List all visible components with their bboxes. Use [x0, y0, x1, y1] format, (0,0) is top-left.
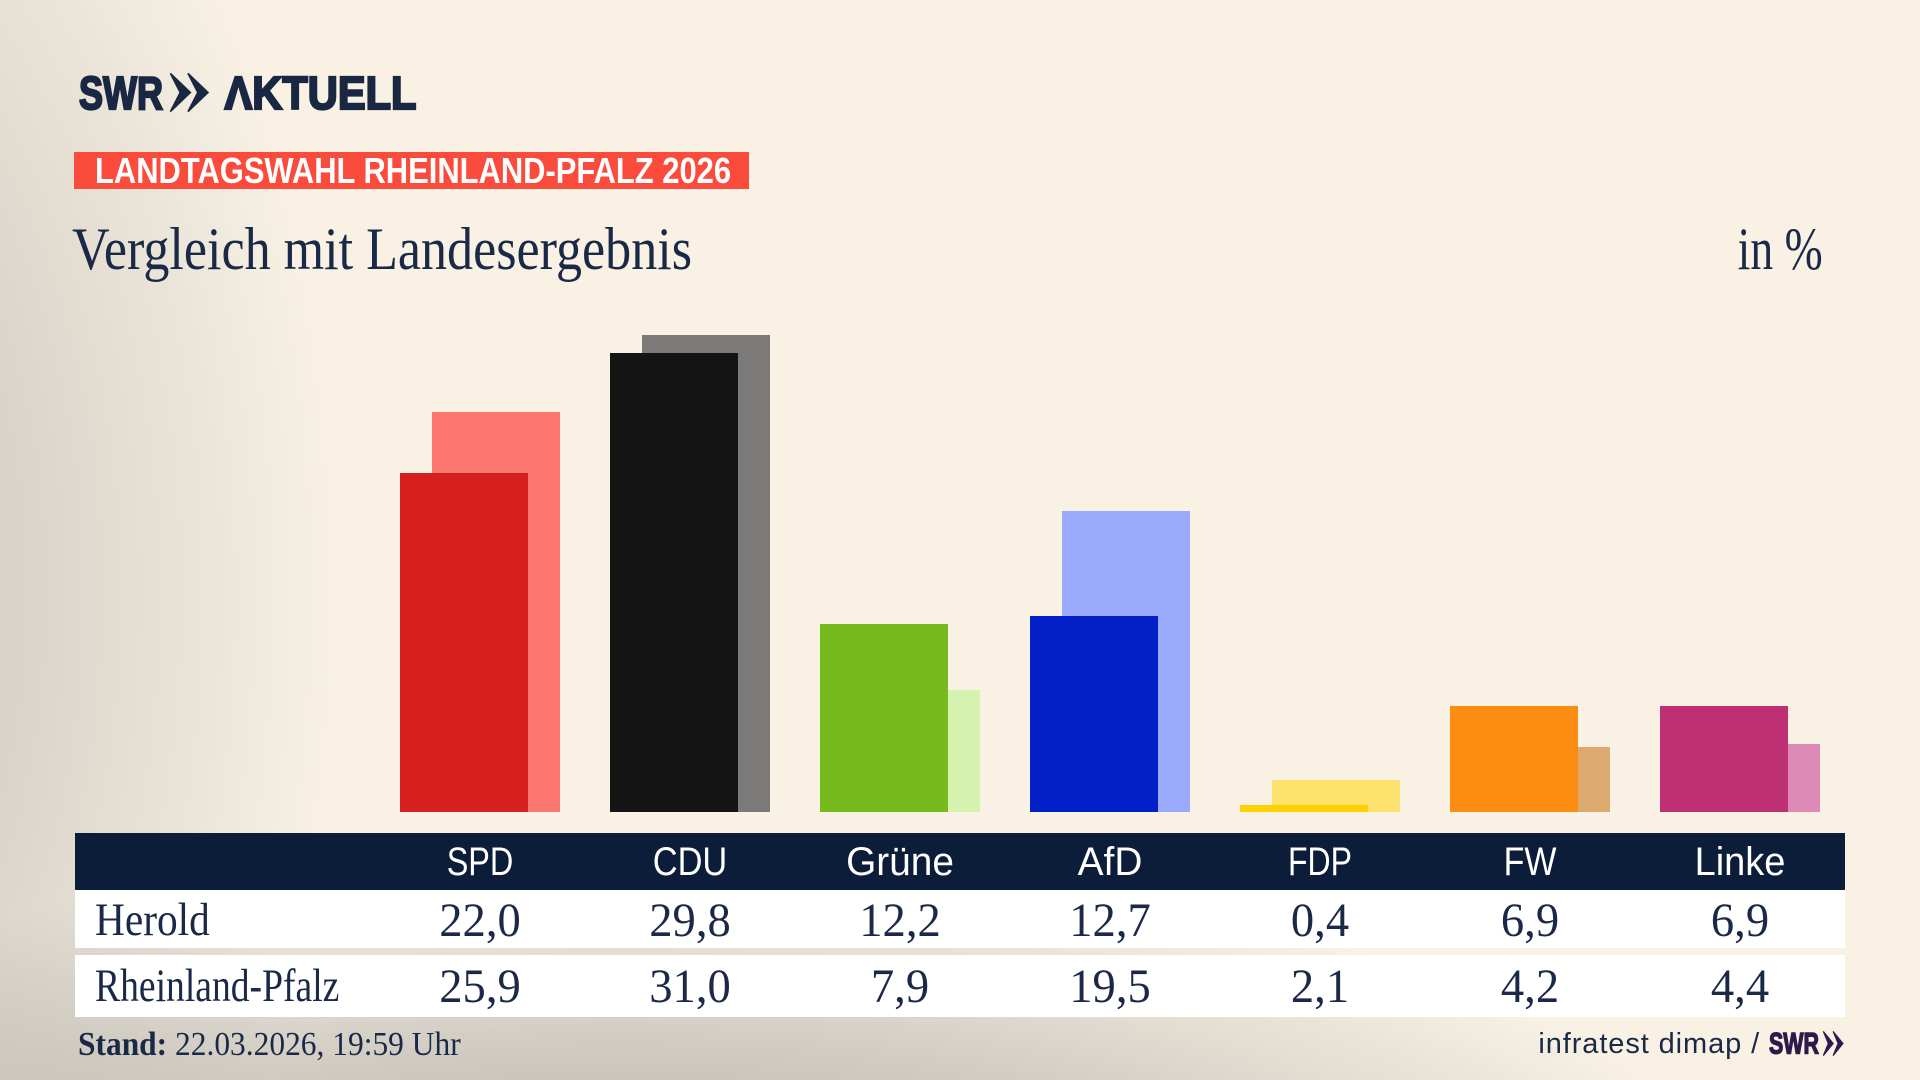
svg-text:SWR: SWR: [1769, 1031, 1819, 1057]
svg-text:SWR: SWR: [79, 67, 163, 119]
svg-text:ΛKTUELL: ΛKTUELL: [225, 67, 417, 119]
